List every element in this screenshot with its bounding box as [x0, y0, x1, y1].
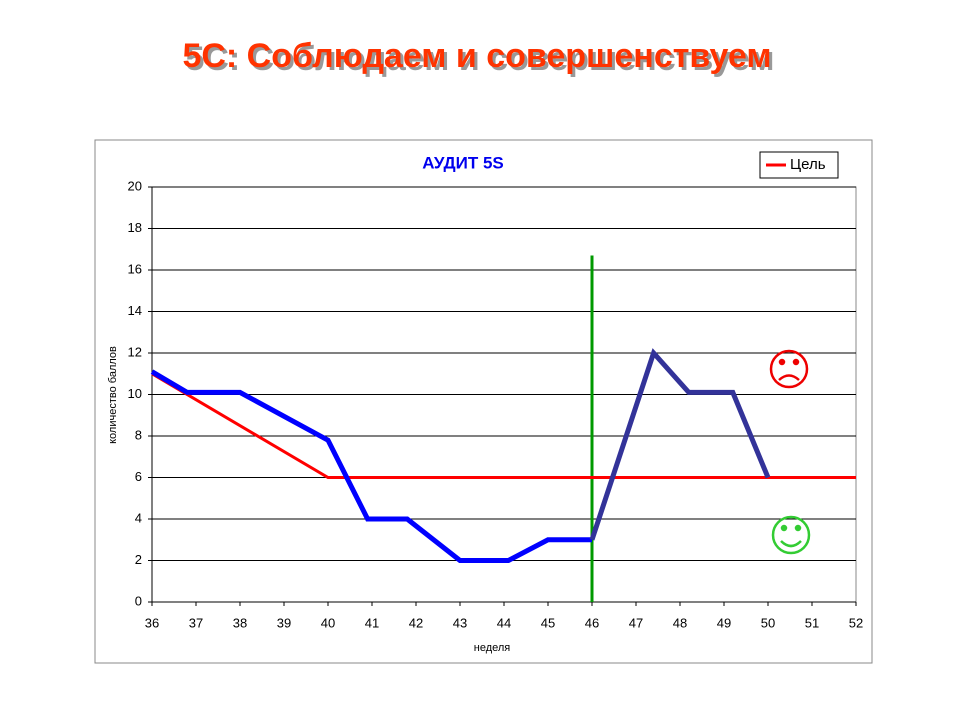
x-tick-label: 37 — [189, 615, 203, 630]
happy-face — [771, 515, 811, 555]
y-tick-label: 18 — [128, 220, 142, 235]
y-tick-label: 4 — [135, 510, 142, 525]
slide-title-shadow: 5С: Соблюдаем и совершенствуем — [185, 40, 774, 78]
y-tick-label: 20 — [128, 178, 142, 193]
series-line — [151, 372, 856, 479]
x-tick-label: 51 — [805, 615, 819, 630]
chart-title: АУДИТ 5S — [422, 153, 504, 172]
y-tick-label: 16 — [128, 261, 142, 276]
x-tick-label: 48 — [673, 615, 687, 630]
y-tick-label: 14 — [128, 303, 142, 318]
y-tick-label: 12 — [128, 344, 142, 359]
y-axis-label: количество баллов — [107, 346, 119, 444]
y-tick-label: 6 — [135, 469, 142, 484]
x-tick-label: 50 — [761, 615, 775, 630]
x-tick-label: 42 — [409, 615, 423, 630]
x-tick-label: 39 — [277, 615, 291, 630]
x-tick-label: 49 — [717, 615, 731, 630]
x-tick-label: 43 — [453, 615, 467, 630]
x-tick-label: 36 — [145, 615, 159, 630]
x-tick-label: 47 — [629, 615, 643, 630]
x-tick-label: 40 — [321, 615, 335, 630]
series-line — [150, 369, 592, 563]
x-tick-label: 45 — [541, 615, 555, 630]
series-line — [589, 348, 771, 541]
x-tick-label: 44 — [497, 615, 511, 630]
x-tick-label: 38 — [233, 615, 247, 630]
y-tick-label: 0 — [135, 593, 142, 608]
y-tick-label: 8 — [135, 427, 142, 442]
x-tick-label: 41 — [365, 615, 379, 630]
legend-label: Цель — [790, 156, 826, 173]
slide-title: 5С: Соблюдаем и совершенствуем — [182, 37, 771, 75]
x-tick-label: 52 — [849, 615, 863, 630]
x-tick-label: 46 — [585, 615, 599, 630]
y-tick-label: 2 — [135, 552, 142, 567]
sad-face — [769, 349, 809, 389]
y-tick-label: 10 — [128, 386, 142, 401]
x-axis-label: неделя — [474, 642, 511, 654]
